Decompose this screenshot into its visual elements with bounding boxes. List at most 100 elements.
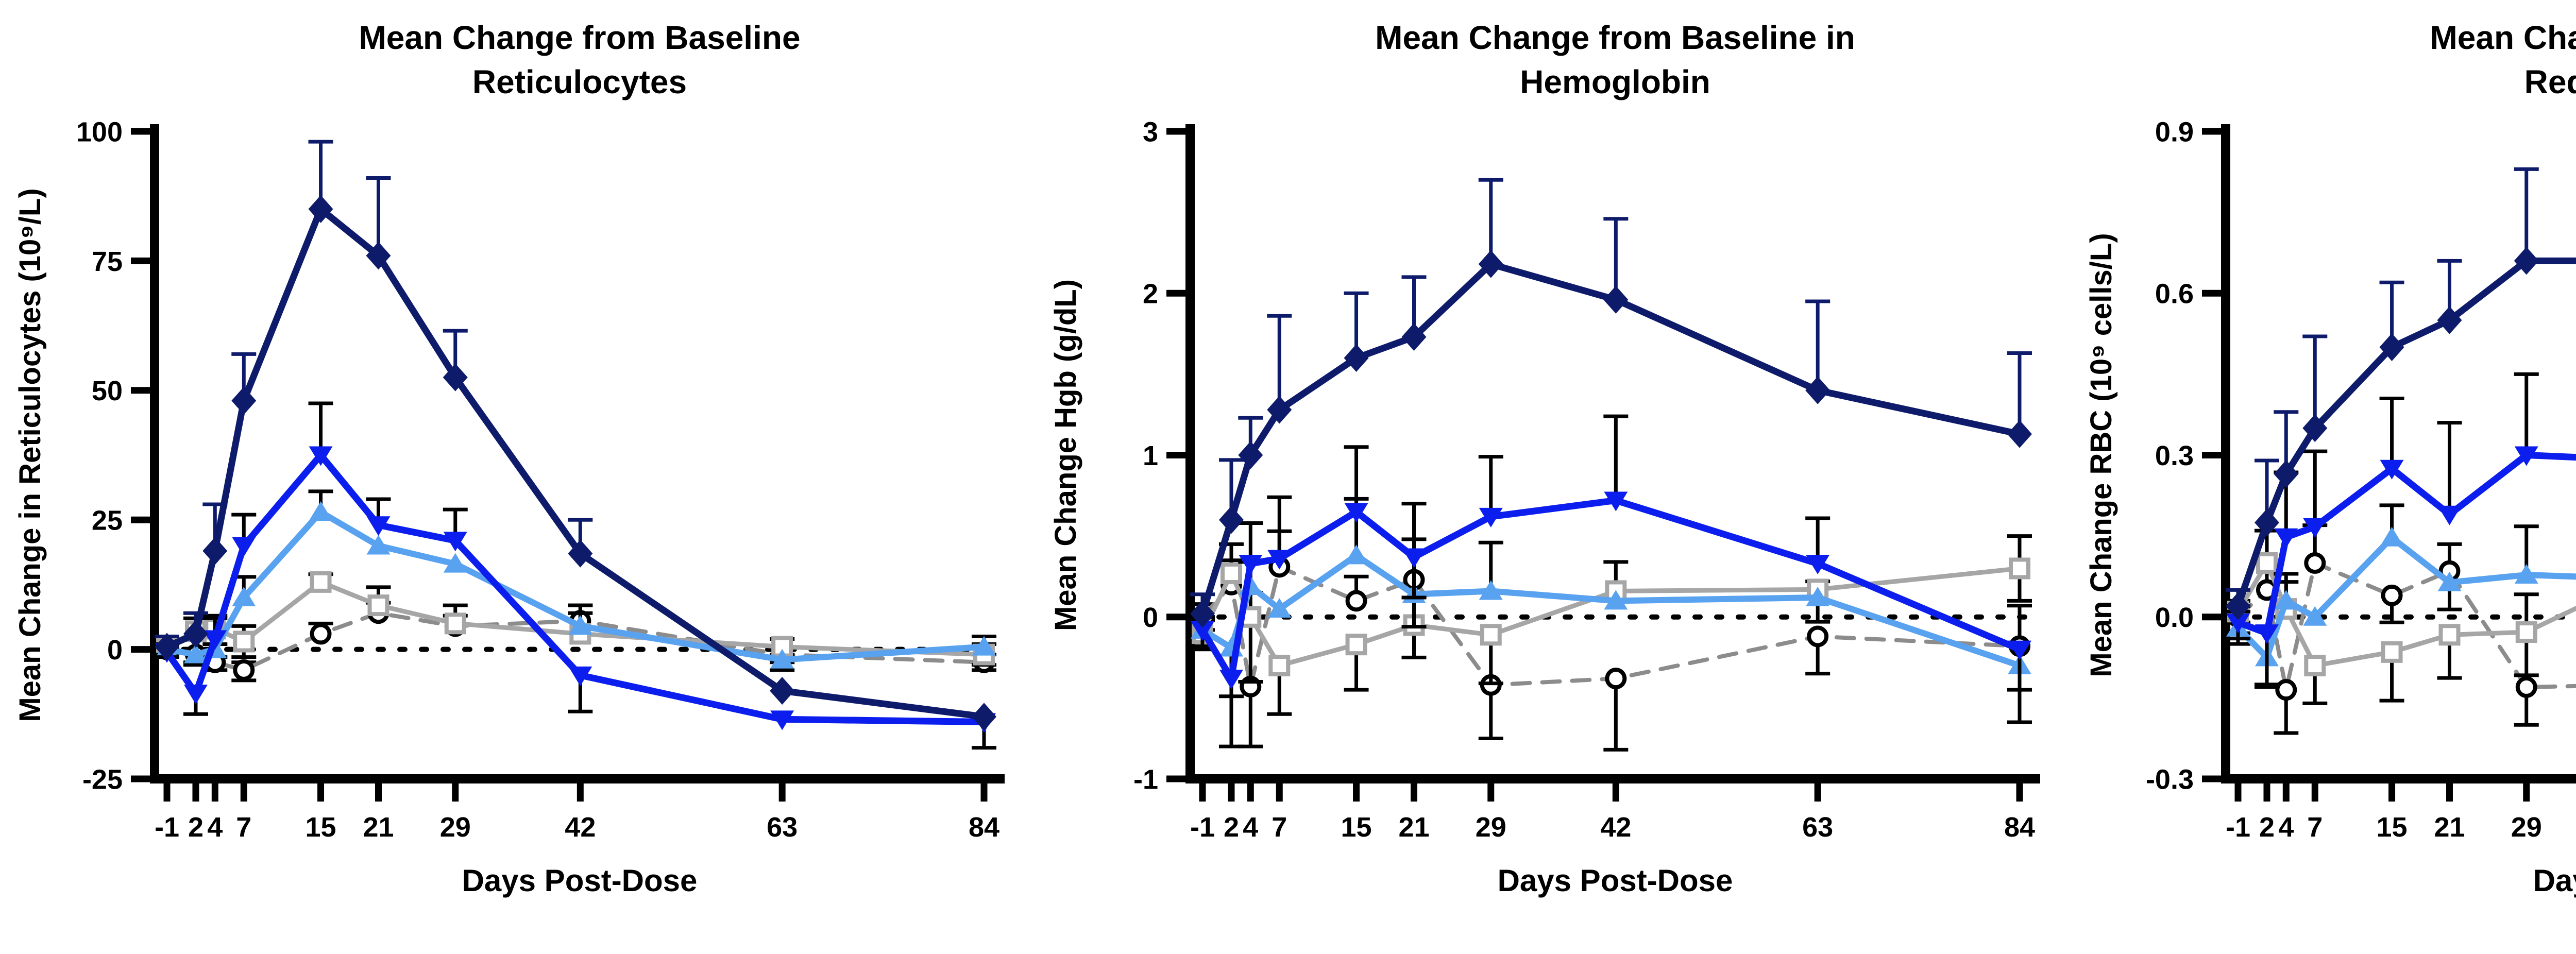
diamond-marker (1238, 441, 1263, 469)
chart-title: Mean Change from Baseline Reticulocytes (359, 19, 800, 100)
triangle-up-marker (1479, 580, 1503, 600)
diamond-marker (972, 703, 996, 731)
series-4.5-mg-kg (155, 140, 996, 731)
x-tick-label: -1 (2226, 812, 2250, 843)
triangle-down-marker (1402, 548, 1426, 568)
circle-marker (233, 659, 255, 681)
diamond-marker (770, 677, 795, 705)
diamond-marker (2379, 333, 2404, 361)
square-marker (367, 594, 389, 617)
triangle-down-marker (443, 532, 467, 552)
series-4.5-mg-kg (2226, 167, 2576, 620)
circle-marker (1345, 590, 1367, 612)
triangle-down-marker (1344, 503, 1368, 523)
y-tick-label: 25 (92, 505, 123, 536)
y-tick-label: 0 (107, 635, 123, 666)
diamond-marker (1401, 323, 1427, 351)
triangle-down-marker (2380, 459, 2404, 480)
triangle-down-marker (1479, 507, 1503, 527)
chart-title: Mean Change from Baseline in Hemoglobin (1375, 19, 1855, 100)
diamond-marker (1805, 376, 1831, 404)
series-line (2236, 561, 2576, 692)
x-tick-label: 15 (2377, 812, 2408, 843)
square-marker (2304, 655, 2326, 677)
triangle-up-marker (2437, 571, 2462, 591)
triangle-down-marker (2255, 624, 2279, 644)
triangle-up-marker (2303, 606, 2327, 626)
diamond-marker (2226, 592, 2250, 620)
series-line (163, 206, 988, 720)
x-axis-title: Days Post-Dose (462, 863, 698, 898)
x-tick-label: 7 (2307, 812, 2323, 843)
triangle-up-marker (232, 587, 256, 607)
triangle-up-marker (1604, 590, 1628, 610)
diamond-marker (568, 539, 593, 568)
series-1.5-mg-kg (155, 401, 996, 750)
square-marker (1345, 634, 1367, 656)
y-axis: 0.9 0.6 0.3 0.0 -0.3 Mean Change RBC (10⁹ cel… (2084, 116, 2230, 795)
square-marker (1220, 562, 1242, 584)
circle-marker (2515, 676, 2537, 698)
diamond-marker (2514, 247, 2539, 275)
x-tick-label: 15 (1341, 812, 1372, 843)
diamond-marker (183, 620, 208, 648)
square-marker (1268, 655, 1291, 677)
series-line (2234, 257, 2576, 610)
y-axis-title: Mean Change RBC (10⁹ cells/L) (2084, 233, 2118, 677)
triangle-down-marker (770, 710, 794, 730)
y-tick-label: 2 (1143, 279, 1158, 310)
y-axis: 3 2 1 0 -1 Mean Change Hgb (g/dL) (1049, 116, 1195, 795)
x-tick-label: 2 (1224, 812, 1239, 843)
y-tick-label: 0.3 (2155, 440, 2194, 471)
chart-title-line: Mean Change from Baseline in (1375, 19, 1855, 56)
y-tick-label: 75 (92, 246, 123, 277)
x-tick-label: 63 (1802, 812, 1833, 843)
triangle-up-marker (770, 649, 794, 669)
y-tick-label: 50 (92, 376, 123, 406)
triangle-down-marker (1239, 555, 1263, 575)
triangle-down-marker (1191, 621, 1214, 641)
diamond-marker (2302, 414, 2328, 442)
x-tick-label: 84 (969, 812, 999, 843)
triangle-up-marker (443, 553, 467, 573)
triangle-up-marker (568, 615, 592, 635)
series-1.5-mg-kg (1190, 414, 2032, 748)
triangle-down-marker (2274, 528, 2298, 548)
triangle-up-marker (2274, 590, 2298, 610)
triangle-up-marker (1267, 598, 1292, 618)
x-tick-label: 84 (2004, 812, 2035, 843)
circle-marker (1807, 625, 1829, 648)
diamond-marker (1267, 396, 1292, 424)
diamond-marker (1603, 285, 1629, 314)
series-line (164, 509, 987, 663)
y-axis-title: Mean Change in Reticulocytes (10⁹/L) (13, 188, 47, 722)
x-tick-label: 2 (2259, 812, 2275, 843)
x-axis-title: Days Post-Dose (1498, 863, 1733, 898)
series-line (1199, 552, 2023, 669)
diamond-marker (366, 242, 391, 270)
diamond-marker (2254, 508, 2279, 537)
diamond-marker (1344, 344, 1369, 372)
triangle-down-marker (309, 446, 333, 466)
series-line (2235, 534, 2576, 661)
x-tick-label: 63 (767, 812, 798, 843)
square-marker (310, 571, 332, 593)
x-tick-label: 29 (2511, 812, 2542, 843)
triangle-down-marker (2437, 505, 2462, 525)
x-tick-label: 4 (2278, 812, 2294, 843)
x-tick-label: 4 (207, 812, 223, 843)
chart-title: Mean Change from Baseline Red Blood Cells (2430, 19, 2576, 100)
square-marker (444, 612, 466, 635)
diamond-marker (155, 633, 179, 661)
chart-title-line: Red Blood Cells (2524, 63, 2576, 100)
triangle-down-marker (366, 516, 391, 536)
triangle-down-marker (2514, 446, 2538, 466)
diamond-marker (202, 537, 228, 565)
x-tick-label: 15 (306, 812, 336, 843)
series-line (163, 452, 988, 725)
triangle-down-marker (568, 666, 592, 686)
diamond-marker (1218, 506, 1244, 534)
triangle-up-marker (309, 501, 333, 521)
